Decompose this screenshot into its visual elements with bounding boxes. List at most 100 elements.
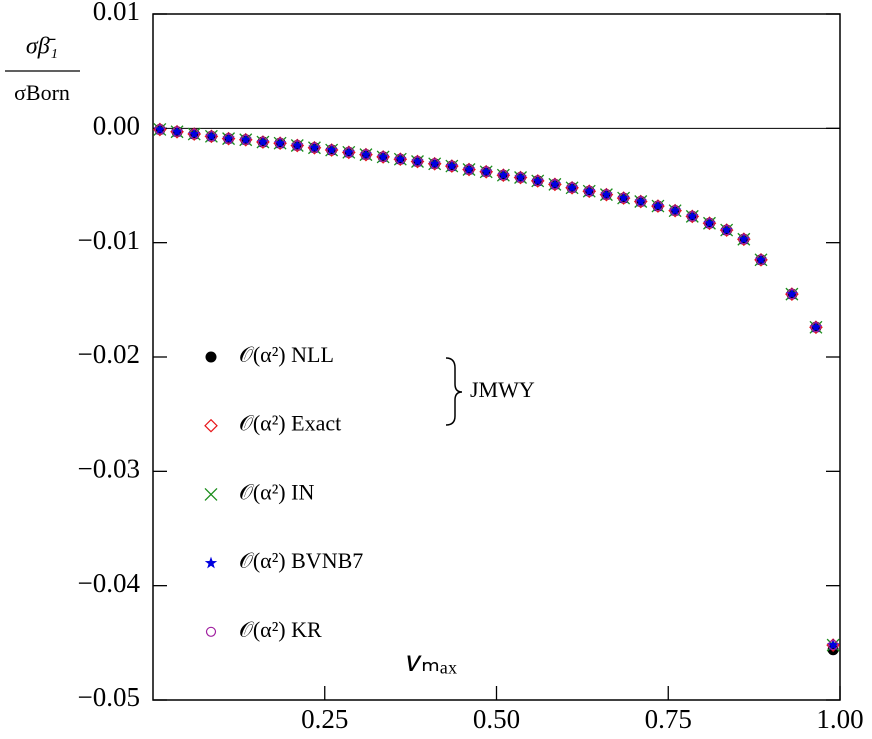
point [395, 154, 406, 165]
point [514, 171, 527, 183]
point [223, 133, 234, 144]
point [273, 136, 287, 149]
point [239, 133, 252, 146]
legend-label: 𝒪(α²) IN [239, 479, 314, 504]
point [376, 150, 390, 163]
point [515, 172, 526, 183]
y-label-numerator: σβ̄₁ [26, 34, 58, 60]
y-tick-label: 0.00 [93, 111, 140, 141]
point [171, 126, 183, 137]
x-tick-label: 0.50 [473, 704, 520, 734]
legend-marker [205, 626, 217, 637]
point [809, 320, 823, 333]
point [721, 224, 732, 236]
point [738, 234, 749, 245]
point [359, 148, 373, 160]
point [785, 287, 799, 300]
point [170, 125, 184, 138]
x-tick-label: 0.75 [645, 704, 692, 734]
point [618, 192, 629, 204]
point [720, 223, 733, 236]
point [256, 135, 270, 148]
x-tick-label: 1.00 [816, 704, 863, 734]
point [703, 216, 716, 229]
point [445, 159, 459, 172]
y-tick-label: −0.01 [78, 225, 140, 255]
point [634, 195, 647, 207]
x-tick-label: 0.25 [301, 704, 348, 734]
legend-marker [204, 556, 218, 569]
point [810, 322, 822, 333]
point [601, 189, 612, 200]
point [412, 156, 423, 167]
point [532, 175, 543, 187]
point [188, 127, 201, 140]
point [668, 204, 682, 216]
point [566, 182, 578, 193]
point [257, 136, 269, 148]
point [498, 170, 509, 181]
y-label-denominator: σBorn [14, 80, 70, 105]
point [497, 168, 510, 181]
point [206, 131, 217, 142]
point [342, 145, 355, 158]
point [394, 152, 407, 165]
point [584, 186, 595, 197]
point [428, 157, 441, 170]
point [755, 254, 767, 265]
point [429, 158, 440, 169]
point [828, 640, 839, 651]
point [600, 188, 613, 200]
y-tick-label: −0.04 [78, 568, 141, 598]
legend-label: 𝒪(α²) NLL [239, 342, 334, 367]
point [531, 174, 544, 187]
point [481, 166, 492, 177]
point [154, 124, 165, 135]
point [651, 199, 665, 212]
point [308, 141, 321, 154]
point [205, 129, 218, 142]
point [565, 181, 579, 194]
point [153, 122, 167, 135]
y-tick-label: −0.03 [78, 454, 140, 484]
y-tick-label: −0.05 [78, 682, 140, 712]
brace [445, 357, 463, 426]
point [480, 165, 493, 178]
point [343, 147, 354, 158]
y-tick-label: 0.01 [93, 0, 140, 26]
point [652, 200, 664, 212]
legend-label: 𝒪(α²) Exact [239, 411, 341, 436]
point [222, 132, 235, 144]
point [687, 211, 698, 222]
point [548, 177, 562, 190]
point [360, 149, 372, 160]
point [462, 162, 476, 175]
point [378, 151, 389, 163]
point [686, 209, 699, 222]
point [786, 289, 798, 300]
legend-marker [204, 487, 218, 501]
point [309, 142, 320, 153]
legend-marker [205, 351, 217, 363]
x-label: 𝑣ₘₐₓ [407, 645, 457, 678]
legend-label: 𝒪(α²) BVNB7 [239, 548, 363, 573]
point [446, 160, 457, 172]
point [411, 154, 424, 167]
point [326, 144, 337, 156]
point [583, 184, 596, 197]
point [189, 128, 200, 140]
point [704, 218, 715, 229]
point [737, 232, 750, 245]
point [826, 638, 840, 651]
annotation: JMWY [470, 377, 535, 402]
point [549, 179, 560, 190]
point [670, 205, 681, 216]
point [292, 140, 303, 151]
point [240, 134, 251, 145]
legend-marker [204, 418, 218, 433]
y-tick-label: −0.02 [78, 339, 140, 369]
point [325, 143, 338, 156]
point [274, 138, 286, 149]
